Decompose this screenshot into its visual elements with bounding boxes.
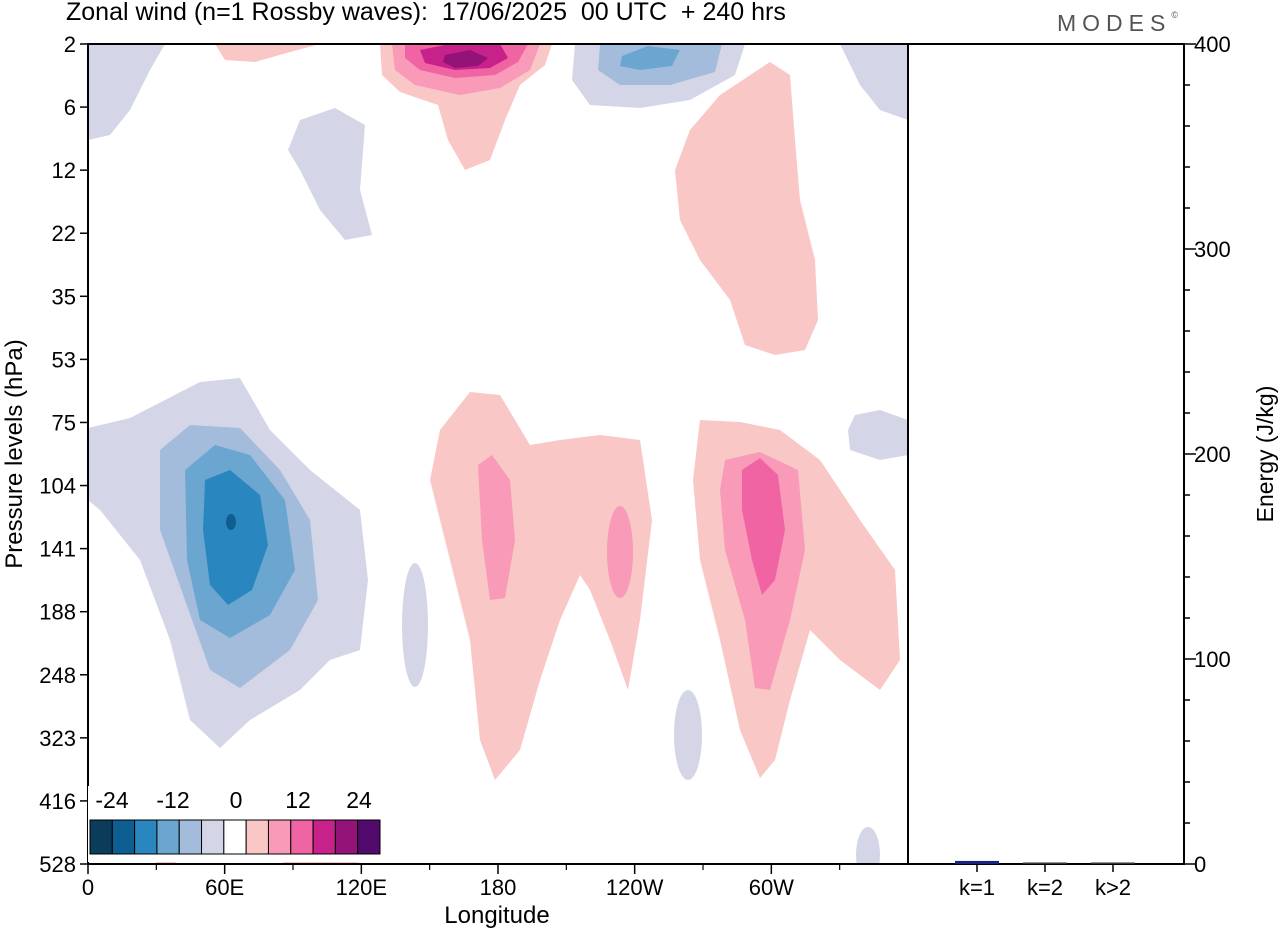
colorbar-label: -24	[95, 787, 128, 813]
energy-category-label: k=1	[959, 875, 995, 900]
contour-pos-strip	[675, 62, 818, 355]
colorbar-swatch	[223, 819, 247, 855]
colorbar-swatch	[290, 819, 314, 855]
colorbar-swatch	[312, 819, 336, 855]
energy-tick-label: 0	[1194, 852, 1206, 877]
colorbar-label: 0	[230, 787, 243, 813]
energy-category-label: k>2	[1095, 875, 1131, 900]
colorbar-swatch	[156, 819, 180, 855]
contour-neg-5	[226, 514, 236, 530]
colorbar-swatch	[201, 819, 225, 855]
colorbar-swatch	[111, 819, 136, 855]
x-axis-label: Longitude	[444, 902, 549, 929]
y-tick-label: 248	[39, 663, 76, 688]
colorbar: -24 -12 0 12 24	[88, 786, 384, 862]
colorbar-label: 12	[285, 787, 311, 813]
colorbar-label: -12	[156, 787, 189, 813]
x-tick-label: 120E	[336, 875, 387, 900]
y-tick-label: 104	[39, 474, 76, 499]
y-tick-label: 2	[64, 32, 76, 57]
energy-tick-label: 200	[1194, 442, 1231, 467]
modes-logo: MODES©	[1057, 10, 1178, 37]
contour-neg-right	[848, 410, 908, 460]
energy-bars	[955, 860, 1135, 864]
contour-neg-top-left	[88, 44, 165, 140]
energy-tick-label: 400	[1194, 32, 1231, 57]
y-tick-label: 141	[39, 537, 76, 562]
x-axis: 0 60E 120E 180 120W 60W	[82, 864, 841, 900]
contour-pos-top-left	[215, 44, 320, 62]
x-tick-label: 0	[82, 875, 94, 900]
y-tick-label: 53	[52, 347, 76, 372]
colorbar-swatch	[245, 819, 269, 855]
energy-bar	[1091, 862, 1135, 864]
colorbar-label: 24	[346, 787, 372, 813]
y-tick-label: 35	[52, 284, 76, 309]
contour-pos-top-5	[443, 50, 488, 68]
y-axis: 2 6 12 22 35 53 75 104 141 188 248 323 416 528	[39, 32, 88, 877]
energy-tick-label: 100	[1194, 647, 1231, 672]
contour-neg-12	[288, 108, 372, 240]
contour-neg-top-120w-3	[620, 46, 680, 70]
contour-neg-small-3	[856, 827, 880, 864]
colorbar-swatch	[334, 819, 359, 855]
y-tick-label: 528	[39, 852, 76, 877]
x-tick-label: 60W	[749, 875, 794, 900]
energy-frame	[907, 43, 1185, 865]
chart-title: Zonal wind (n=1 Rossby waves): 17/06/202…	[66, 0, 786, 26]
contour-field	[88, 44, 908, 864]
contour-neg-4	[203, 470, 268, 605]
y-tick-label: 416	[39, 789, 76, 814]
energy-category-label: k=2	[1027, 875, 1063, 900]
colorbar-swatch	[134, 819, 158, 855]
x-tick-label: 60E	[205, 875, 244, 900]
contour-pos-60w-3	[742, 458, 785, 595]
energy-categories: k=1 k=2 k>2	[959, 864, 1131, 900]
brand-text: MODES	[1057, 10, 1172, 36]
contour-pos-120w	[607, 506, 633, 598]
x-tick-label: 120W	[606, 875, 664, 900]
brand-mark: ©	[1171, 10, 1178, 20]
x-tick-label: 180	[480, 875, 517, 900]
energy-axis-label: Energy (J/kg)	[1252, 386, 1278, 523]
contour-neg-small-2	[674, 690, 702, 780]
energy-bar	[955, 860, 999, 864]
contour-neg-top-right	[840, 44, 908, 120]
energy-tick-label: 300	[1194, 237, 1231, 262]
colorbar-swatch	[89, 819, 113, 855]
y-tick-label: 75	[52, 410, 76, 435]
colorbar-swatch	[357, 819, 381, 855]
contour-neg-small-1	[402, 563, 428, 687]
y-tick-label: 12	[52, 158, 76, 183]
colorbar-swatch	[267, 819, 292, 855]
contour-pos-180-2	[478, 455, 515, 600]
y-tick-label: 323	[39, 726, 76, 751]
colorbar-swatch	[178, 819, 203, 855]
y-axis-label: Pressure levels (hPa)	[1, 339, 28, 568]
energy-bar	[1023, 862, 1067, 864]
y-tick-label: 6	[64, 95, 76, 120]
y-tick-label: 188	[39, 600, 76, 625]
energy-axis: 0 100 200 300 400	[1184, 32, 1231, 877]
y-tick-label: 22	[52, 221, 76, 246]
